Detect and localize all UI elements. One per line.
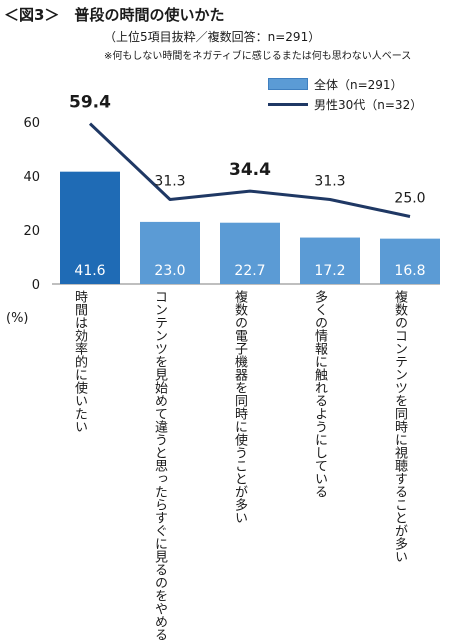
legend-line-swatch bbox=[268, 102, 308, 106]
bar-value-label: 17.2 bbox=[314, 263, 345, 279]
y-tick-label: 0 bbox=[32, 278, 40, 293]
category-label: 多くの情報に触れるようにしている bbox=[312, 290, 327, 498]
category-label: コンテンツを見始めて違うと思ったらすぐに見るのをやめる bbox=[152, 290, 167, 641]
legend: 全体（n=291） 男性30代（n=32） bbox=[268, 74, 422, 114]
bar-overall bbox=[60, 171, 120, 284]
figure-title: ＜図3＞ 普段の時間の使いかた bbox=[4, 6, 225, 24]
legend-label-male-30s: 男性30代（n=32） bbox=[314, 97, 423, 112]
bar-value-label: 41.6 bbox=[74, 263, 105, 279]
line-value-label: 34.4 bbox=[229, 160, 271, 180]
bar-overall bbox=[220, 222, 280, 284]
legend-item-male-30s: 男性30代（n=32） bbox=[268, 94, 422, 114]
line-male-30s bbox=[88, 122, 411, 218]
line-value-label: 59.4 bbox=[69, 93, 111, 113]
legend-bar-swatch bbox=[268, 78, 308, 90]
category-label: 複数のコンテンツを同時に視聴することが多い bbox=[392, 290, 407, 563]
bar-overall bbox=[300, 237, 360, 284]
y-unit-label: (%) bbox=[6, 311, 29, 326]
figure-subtitle: （上位5項目抜粋／複数回答：n=291） bbox=[104, 30, 321, 44]
bar-value-label: 22.7 bbox=[234, 263, 265, 279]
y-tick-label: 60 bbox=[23, 116, 40, 131]
category-label: 時間は効率的に使いたい bbox=[72, 290, 87, 433]
legend-item-overall: 全体（n=291） bbox=[268, 74, 422, 94]
category-label: 複数の電子機器を同時に使うことが多い bbox=[232, 290, 247, 524]
bar-overall bbox=[380, 238, 440, 284]
legend-label-overall: 全体（n=291） bbox=[314, 77, 403, 92]
chart-area: 0 20 40 60 (%) 41.6 23.0 22.7 17.2 16.8 59.4 31.3 34… bbox=[6, 93, 440, 326]
bar-value-label: 23.0 bbox=[154, 263, 185, 279]
line-value-label: 25.0 bbox=[394, 191, 425, 207]
y-tick-label: 40 bbox=[23, 170, 40, 185]
bar-overall bbox=[140, 221, 200, 284]
y-tick-label: 20 bbox=[23, 224, 40, 239]
bar-value-label: 16.8 bbox=[394, 263, 425, 279]
figure-note: ※何もしない時間をネガティブに感じるまたは何も思わない人ベース bbox=[104, 51, 412, 62]
line-value-label: 31.3 bbox=[314, 173, 345, 189]
line-value-label: 31.3 bbox=[154, 173, 185, 189]
